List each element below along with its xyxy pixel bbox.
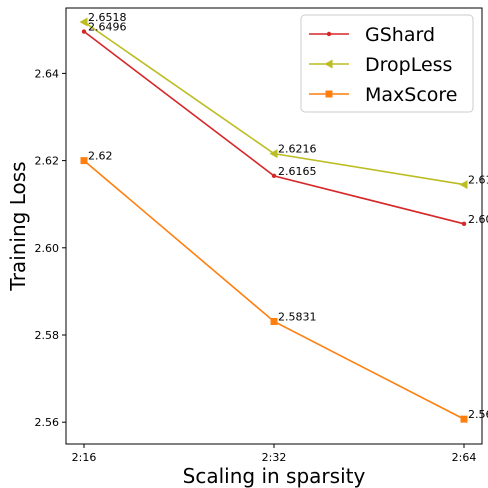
y-tick-label: 2.64: [35, 67, 60, 80]
legend-label-maxscore: MaxScore: [365, 84, 458, 106]
legend-item-gshard: GShard: [309, 24, 435, 46]
y-tick-label: 2.58: [35, 329, 60, 342]
data-point-dropless: [459, 180, 468, 190]
data-point-maxscore: [460, 415, 468, 423]
data-label-dropless: 2.6145: [468, 174, 488, 187]
series-maxscore: [80, 157, 468, 423]
data-label-maxscore: 2.62: [88, 150, 113, 163]
x-tick-label: 2:32: [262, 451, 287, 464]
x-tick-label: 2:16: [72, 451, 97, 464]
y-tick-label: 2.62: [35, 155, 60, 168]
legend-label-dropless: DropLess: [365, 54, 452, 76]
data-label-gshard: 2.6496: [88, 21, 127, 34]
data-label-maxscore: 2.5831: [278, 310, 317, 323]
series-dropless: [79, 17, 468, 190]
data-point-maxscore: [80, 157, 88, 165]
data-labels: 2.6496 2.6165 2.6055 2.6518 2.6216 2.6145 2.62…: [88, 11, 488, 421]
data-point-dropless: [79, 17, 88, 27]
data-label-gshard: 2.6165: [278, 165, 317, 178]
legend-box: [300, 14, 474, 113]
series-layer: [79, 17, 468, 423]
legend-item-dropless: DropLess: [309, 54, 452, 76]
data-point-gshard: [81, 29, 87, 34]
legend-marker-dropless: [324, 59, 333, 69]
legend-marker-maxscore: [325, 90, 333, 98]
data-label-dropless: 2.6518: [88, 11, 127, 24]
y-tick-label: 2.56: [35, 416, 60, 429]
y-tick-label: 2.60: [35, 242, 60, 255]
legend: GShard DropLess MaxScore: [300, 14, 474, 113]
axes: 2.56 2.58 2.60 2.62 2.64 2:16 2:32 2:64 Scaling …: [6, 7, 483, 488]
data-point-gshard: [271, 173, 277, 179]
x-axis-title: Scaling in sparsity: [183, 464, 366, 488]
data-point-gshard: [461, 221, 467, 227]
series-line-maxscore: [83, 159, 465, 420]
data-label-maxscore: 2.5607: [468, 408, 488, 421]
data-label-gshard: 2.6055: [468, 213, 488, 226]
legend-marker-gshard: [326, 31, 332, 37]
y-axis-title: Training Loss: [6, 161, 30, 291]
legend-label-gshard: GShard: [365, 24, 435, 46]
x-tick-label: 2:64: [452, 451, 477, 464]
legend-item-maxscore: MaxScore: [309, 84, 458, 106]
series-gshard: [81, 29, 467, 227]
data-point-maxscore: [270, 317, 278, 325]
data-point-dropless: [269, 149, 278, 159]
data-label-dropless: 2.6216: [278, 143, 317, 156]
